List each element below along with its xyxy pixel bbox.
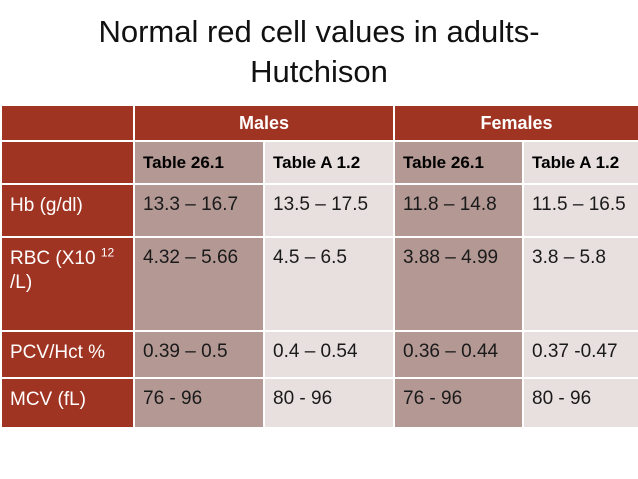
value-hb-females-a-1-2: 11.5 – 16.5 bbox=[521, 183, 638, 238]
rbc-label-prefix: RBC (X10 bbox=[10, 248, 101, 269]
group-header-females: Females bbox=[392, 104, 638, 142]
group-header-row: Males Females bbox=[0, 104, 638, 142]
row-label-pcv: PCV/Hct % bbox=[0, 330, 135, 379]
value-mcv-males-26-1: 76 - 96 bbox=[133, 377, 265, 429]
value-rbc-males-a-1-2: 4.5 – 6.5 bbox=[263, 236, 395, 332]
table-row-hb: Hb (g/dl) 13.3 – 16.7 13.5 – 17.5 11.8 –… bbox=[0, 183, 638, 238]
table-row-rbc: RBC (X10 12/L) 4.32 – 5.66 4.5 – 6.5 3.8… bbox=[0, 236, 638, 332]
rbc-label-suffix: /L) bbox=[10, 271, 33, 293]
column-header-row: Table 26.1 Table A 1.2 Table 26.1 Table … bbox=[0, 140, 638, 185]
value-pcv-males-26-1: 0.39 – 0.5 bbox=[133, 330, 265, 379]
value-pcv-males-a-1-2: 0.4 – 0.54 bbox=[263, 330, 395, 379]
value-rbc-females-26-1: 3.88 – 4.99 bbox=[393, 236, 524, 332]
group-header-males: Males bbox=[133, 104, 395, 142]
row-label-hb: Hb (g/dl) bbox=[0, 183, 135, 238]
row-label-rbc: RBC (X10 12/L) bbox=[0, 236, 135, 332]
red-cell-values-table: Males Females Table 26.1 Table A 1.2 Tab… bbox=[0, 104, 638, 429]
col-header-females-table-a-1-2: Table A 1.2 bbox=[521, 140, 638, 185]
slide-title-line-2: Hutchison bbox=[250, 53, 388, 89]
value-hb-males-a-1-2: 13.5 – 17.5 bbox=[263, 183, 395, 238]
col-header-males-table-a-1-2: Table A 1.2 bbox=[263, 140, 395, 185]
value-mcv-females-26-1: 76 - 96 bbox=[393, 377, 524, 429]
slide-title-line-1: Normal red cell values in adults- bbox=[98, 14, 540, 49]
value-hb-males-26-1: 13.3 – 16.7 bbox=[133, 183, 265, 238]
table-row-pcv: PCV/Hct % 0.39 – 0.5 0.4 – 0.54 0.36 – 0… bbox=[0, 330, 638, 379]
slide-title: Normal red cell values in adults- Hutchi… bbox=[0, 12, 638, 91]
col-header-females-table-26-1: Table 26.1 bbox=[393, 140, 524, 185]
value-hb-females-26-1: 11.8 – 14.8 bbox=[393, 183, 524, 238]
value-rbc-males-26-1: 4.32 – 5.66 bbox=[133, 236, 265, 332]
col-header-males-table-26-1: Table 26.1 bbox=[133, 140, 265, 185]
value-mcv-males-a-1-2: 80 - 96 bbox=[263, 377, 395, 429]
value-pcv-females-a-1-2: 0.37 -0.47 bbox=[521, 330, 638, 379]
row-label-mcv: MCV (fL) bbox=[0, 377, 135, 429]
table-row-mcv: MCV (fL) 76 - 96 80 - 96 76 - 96 80 - 96 bbox=[0, 377, 638, 429]
corner-cell bbox=[0, 104, 135, 142]
value-pcv-females-26-1: 0.36 – 0.44 bbox=[393, 330, 524, 379]
value-mcv-females-a-1-2: 80 - 96 bbox=[521, 377, 638, 429]
rbc-label-superscript: 12 bbox=[100, 245, 115, 260]
value-rbc-females-a-1-2: 3.8 – 5.8 bbox=[521, 236, 638, 332]
corner-cell-2 bbox=[0, 140, 135, 185]
